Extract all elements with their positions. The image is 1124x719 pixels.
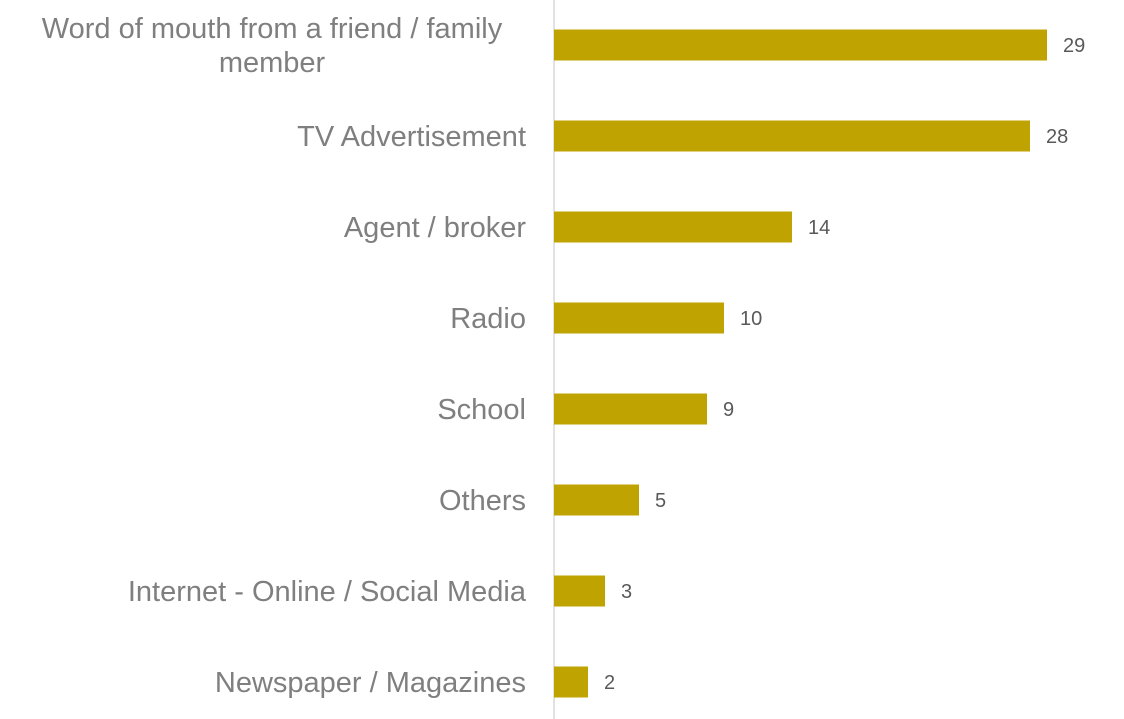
bar bbox=[554, 484, 639, 516]
bar bbox=[554, 29, 1047, 61]
category-label: Internet - Online / Social Media bbox=[128, 576, 527, 608]
bar bbox=[554, 575, 605, 607]
data-label: 29 bbox=[1063, 35, 1085, 57]
bars-group bbox=[554, 29, 1047, 698]
data-label: 14 bbox=[808, 217, 830, 239]
category-label: Word of mouth from a friend / family memb… bbox=[42, 13, 503, 79]
category-label: School bbox=[437, 394, 526, 426]
bar bbox=[554, 211, 792, 243]
data-label: 2 bbox=[604, 672, 615, 694]
category-label-line: Word of mouth from a friend / family bbox=[42, 13, 503, 45]
category-label: TV Advertisement bbox=[297, 121, 526, 153]
value-labels-group: 29 28 14 10 9 5 3 2 bbox=[604, 35, 1085, 694]
data-label: 9 bbox=[723, 399, 734, 421]
category-label: Newspaper / Magazines bbox=[215, 667, 526, 699]
category-label: Others bbox=[439, 485, 526, 517]
bar bbox=[554, 666, 588, 698]
data-label: 28 bbox=[1046, 126, 1068, 148]
data-label: 5 bbox=[655, 490, 666, 512]
data-label: 10 bbox=[740, 308, 762, 330]
bar bbox=[554, 302, 724, 334]
category-labels-group: Word of mouth from a friend / family memb… bbox=[42, 13, 527, 699]
category-label-line: member bbox=[219, 47, 326, 79]
category-label: Radio bbox=[450, 303, 526, 335]
data-label: 3 bbox=[621, 581, 632, 603]
bar bbox=[554, 393, 707, 425]
category-label: Agent / broker bbox=[344, 212, 526, 244]
bar bbox=[554, 120, 1030, 152]
